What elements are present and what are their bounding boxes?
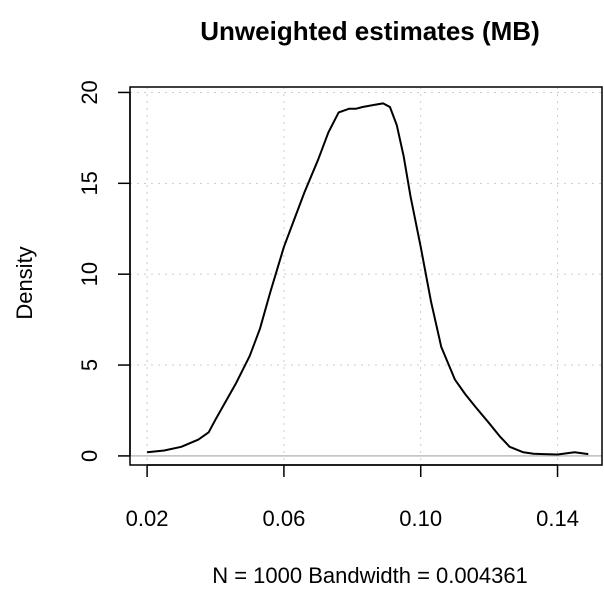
- x-axis-label: N = 1000 Bandwidth = 0.004361: [212, 563, 528, 588]
- y-tick-label: 20: [77, 80, 102, 104]
- density-curve: [146, 102, 589, 456]
- grid-lines: [130, 87, 602, 465]
- y-tick-label: 15: [77, 171, 102, 195]
- plot-frame: [129, 86, 603, 466]
- x-axis: 0.02 0.06 0.10 0.14: [126, 464, 579, 531]
- x-tick-label: 0.06: [262, 506, 305, 531]
- density-series: [146, 102, 589, 456]
- y-tick-label: 10: [77, 262, 102, 286]
- y-tick-label: 0: [77, 450, 102, 462]
- y-axis: 0 5 10 15 20: [77, 80, 131, 462]
- y-axis-label: Density: [12, 246, 37, 319]
- x-tick-label: 0.10: [399, 506, 442, 531]
- x-tick-label: 0.02: [126, 506, 169, 531]
- chart-title: Unweighted estimates (MB): [200, 16, 540, 46]
- y-tick-label: 5: [77, 359, 102, 371]
- x-tick-label: 0.14: [536, 506, 579, 531]
